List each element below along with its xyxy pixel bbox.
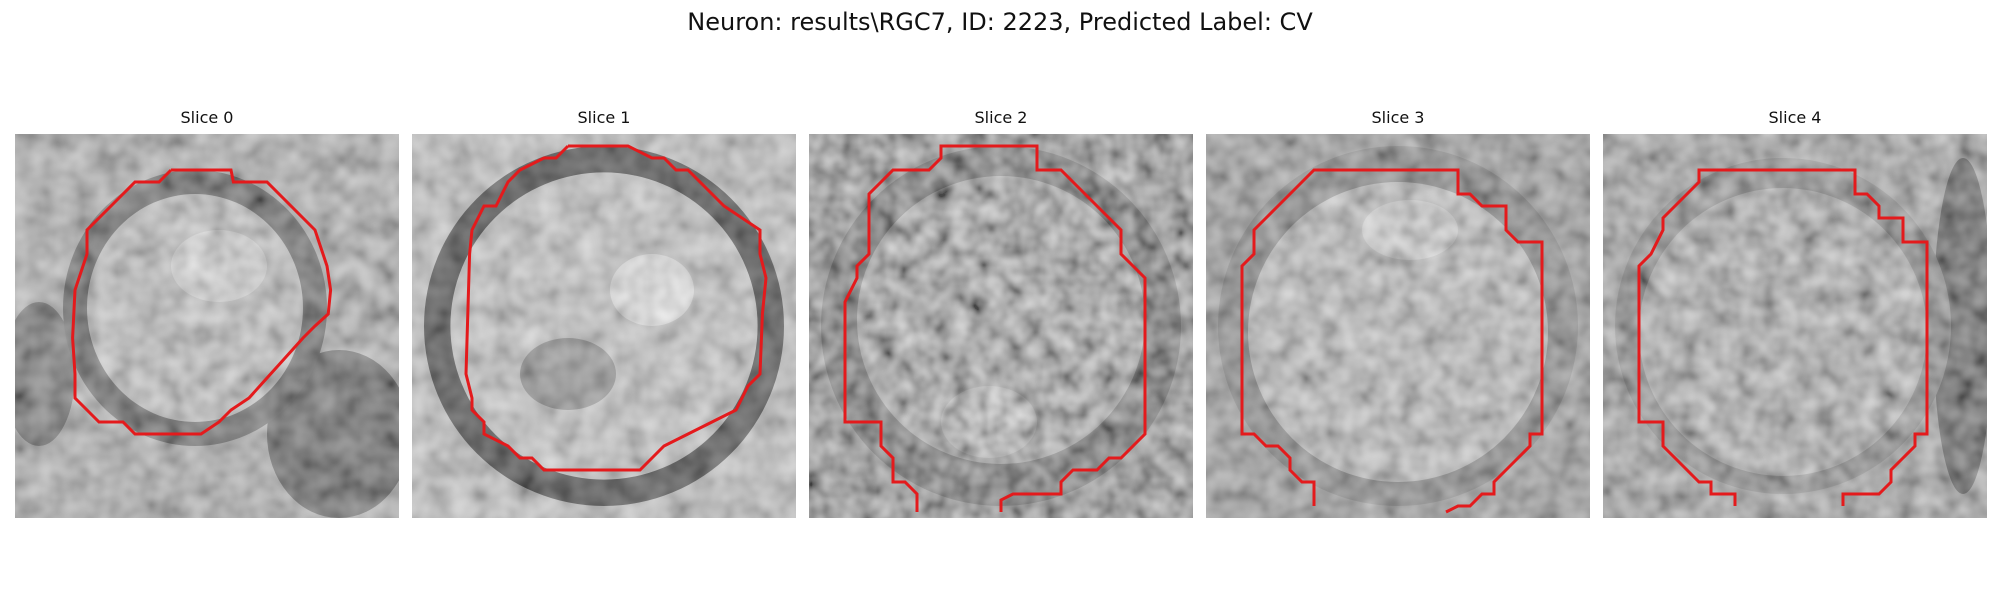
contour-0 <box>71 168 333 436</box>
slice-panel-4: Slice 4 <box>1603 108 1987 518</box>
contour-3 <box>1240 168 1544 514</box>
slice-title-2: Slice 2 <box>974 108 1028 127</box>
slice-title-3: Slice 3 <box>1371 108 1425 127</box>
slice-panel-1: Slice 1 <box>412 108 796 518</box>
slice-image-4 <box>1603 134 1987 518</box>
slice-panel-0: Slice 0 <box>15 108 399 518</box>
figure-title: Neuron: results\RGC7, ID: 2223, Predicte… <box>687 8 1313 36</box>
slice-title-4: Slice 4 <box>1768 108 1822 127</box>
slice-title-1: Slice 1 <box>577 108 631 127</box>
slice-title-0: Slice 0 <box>180 108 234 127</box>
contour-4 <box>1637 168 1929 506</box>
slice-panel-3: Slice 3 <box>1206 108 1590 518</box>
slice-image-1 <box>412 134 796 518</box>
contour-2 <box>843 144 1147 512</box>
slice-image-2 <box>809 134 1193 518</box>
slice-image-3 <box>1206 134 1590 518</box>
contour-1 <box>464 144 768 472</box>
slice-panel-2: Slice 2 <box>809 108 1193 518</box>
slice-image-0 <box>15 134 399 518</box>
